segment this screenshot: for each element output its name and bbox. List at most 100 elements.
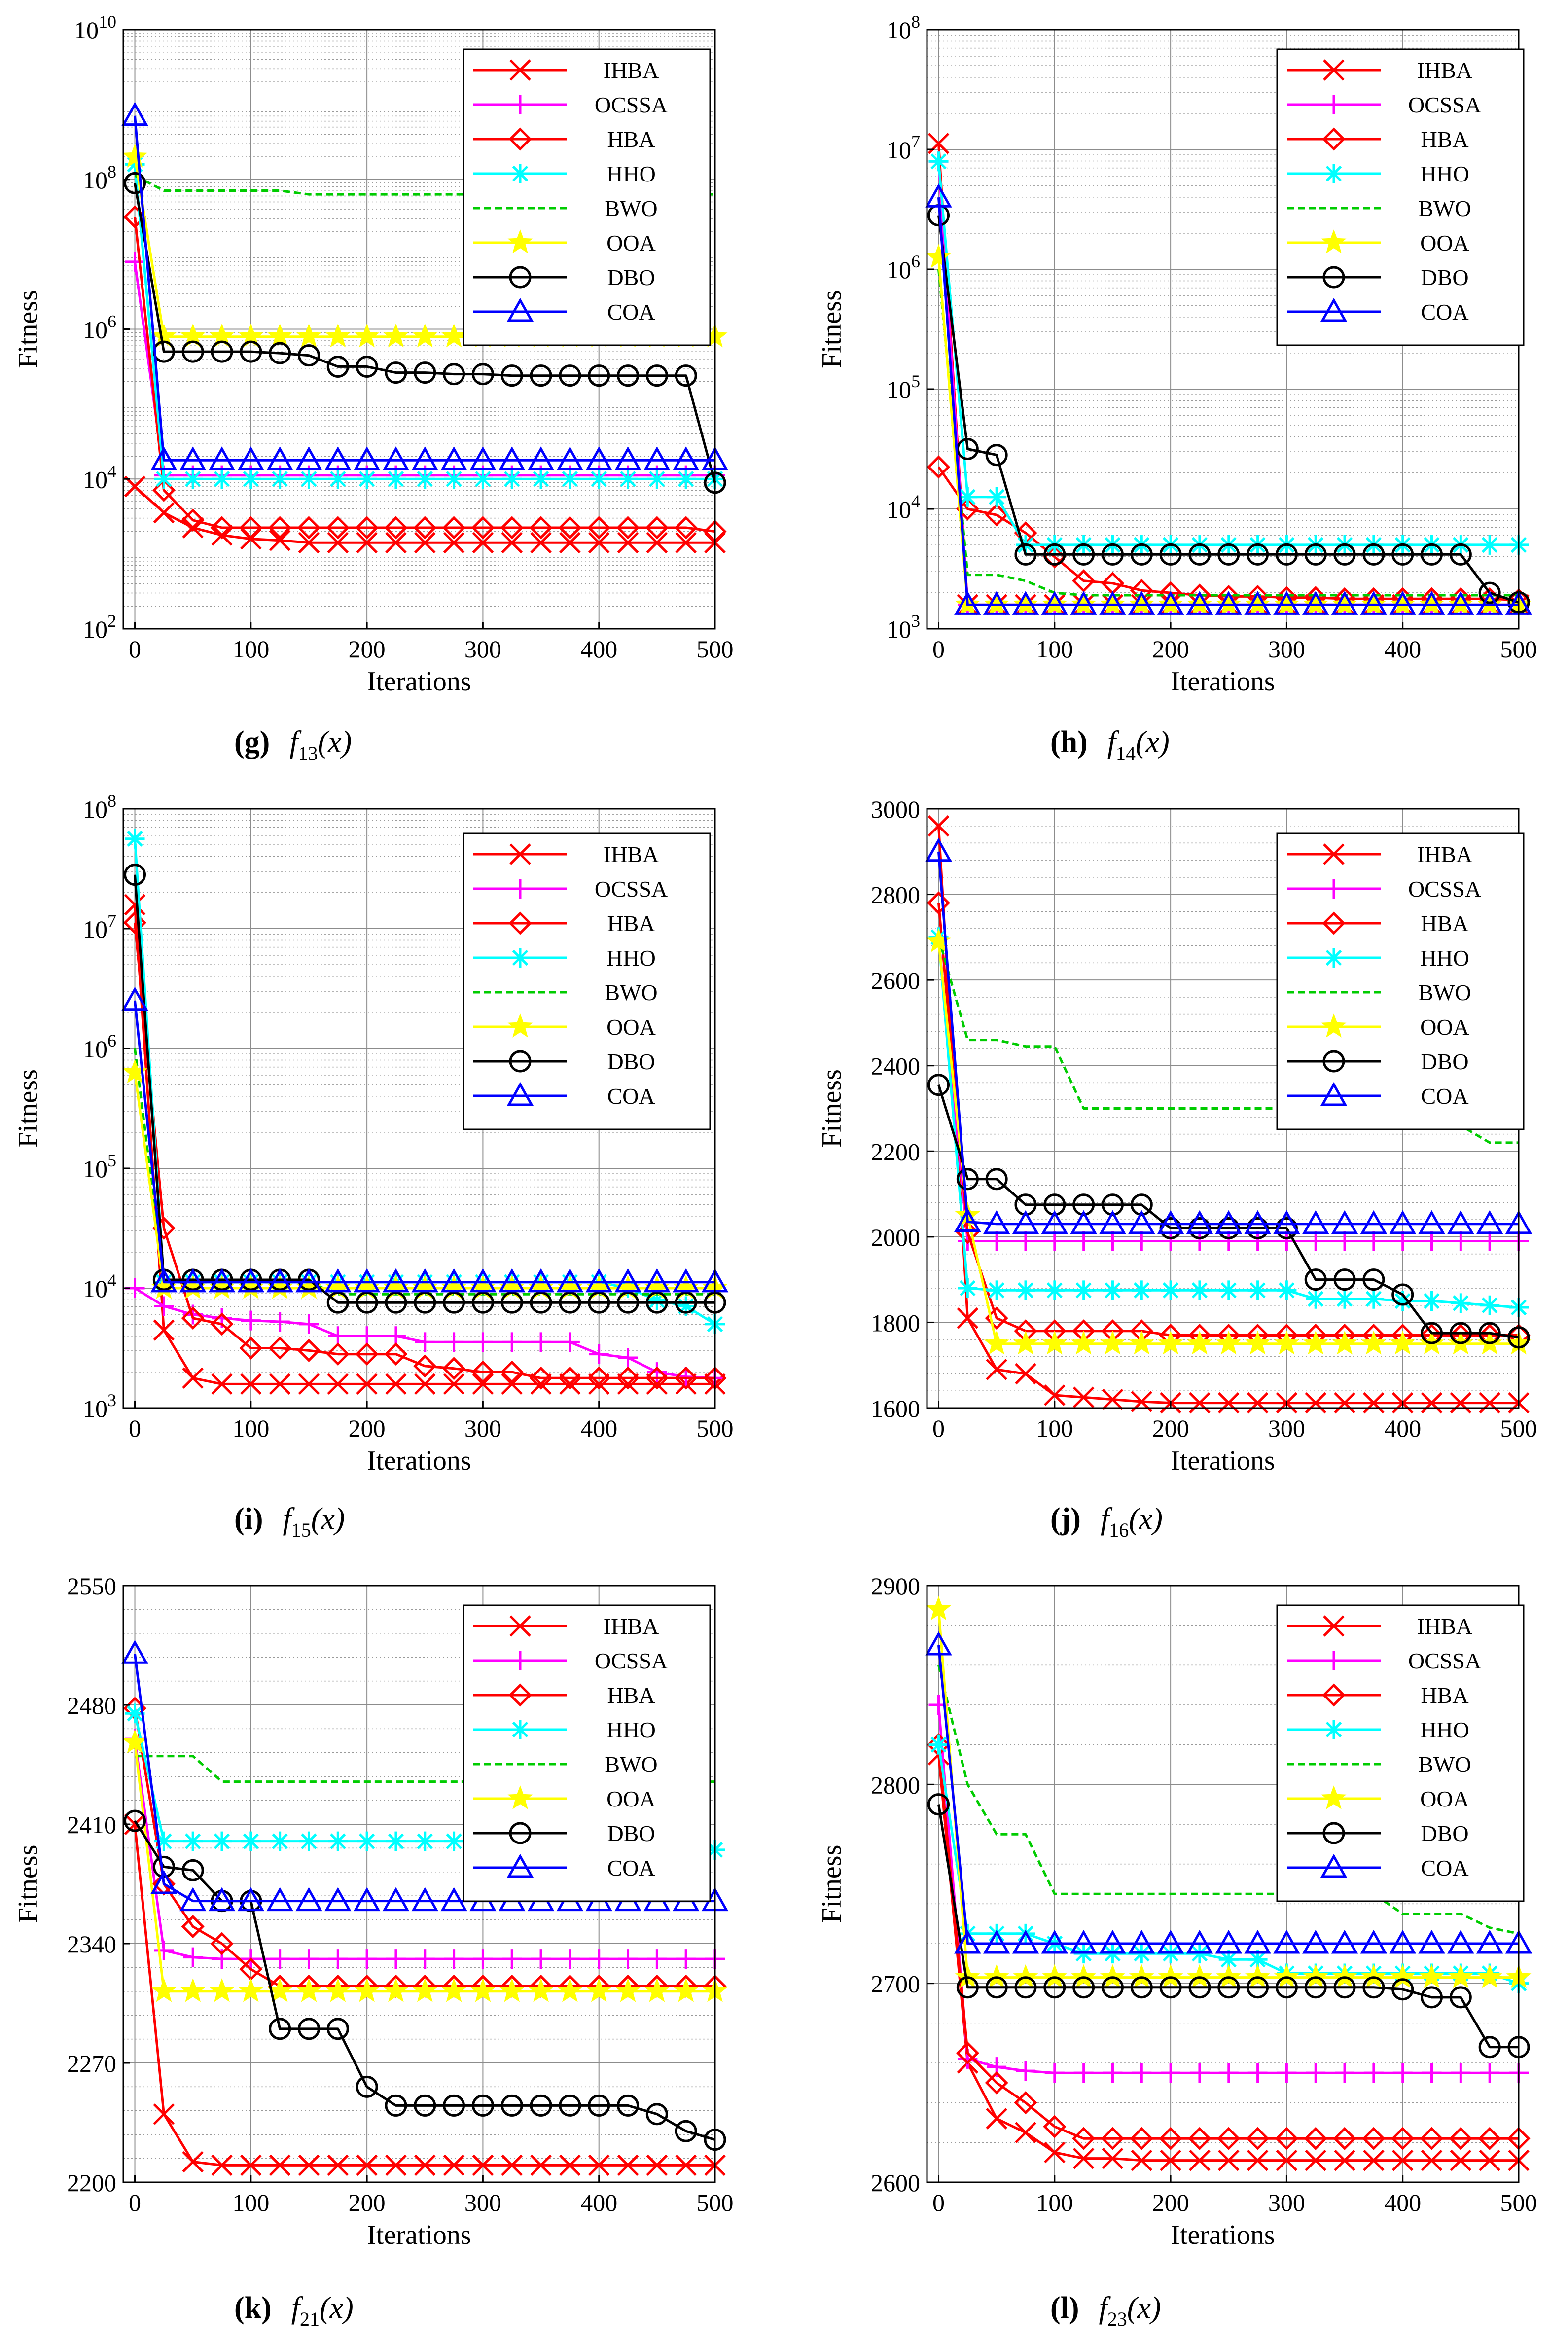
data-point-marker bbox=[1247, 1392, 1269, 1414]
data-point-marker bbox=[1304, 2127, 1327, 2150]
caption-arg: (x) bbox=[320, 2291, 354, 2325]
legend-marker-hba bbox=[508, 1683, 532, 1707]
series-hho bbox=[928, 927, 1529, 1318]
data-point-marker bbox=[121, 986, 148, 1011]
legend-label: OCSSA bbox=[595, 92, 668, 117]
data-point-marker bbox=[983, 591, 1010, 615]
data-point-marker bbox=[1334, 1392, 1355, 1414]
data-point-marker bbox=[1363, 1231, 1384, 1251]
y-axis-label: Fitness bbox=[13, 1845, 43, 1923]
data-point-marker bbox=[1218, 1280, 1239, 1300]
data-point-marker bbox=[1449, 2127, 1472, 2150]
data-point-marker bbox=[268, 1336, 292, 1360]
data-point-marker bbox=[209, 323, 235, 348]
data-point-marker bbox=[153, 2103, 175, 2125]
series-line-coa bbox=[134, 1000, 715, 1284]
series-coa bbox=[121, 102, 729, 470]
legend-box bbox=[463, 48, 711, 346]
data-point-marker bbox=[328, 469, 348, 489]
data-point-marker bbox=[500, 1360, 524, 1384]
data-point-marker bbox=[326, 516, 350, 540]
data-point-marker bbox=[645, 516, 669, 540]
data-point-marker bbox=[1041, 591, 1069, 615]
data-point-marker bbox=[1215, 1929, 1243, 1954]
legend-marker-hho bbox=[510, 1720, 530, 1739]
data-point-marker bbox=[471, 1360, 495, 1384]
data-point-marker bbox=[1277, 1280, 1297, 1300]
data-point-marker bbox=[1099, 591, 1126, 615]
data-point-marker bbox=[328, 1949, 348, 1969]
data-point-marker bbox=[326, 355, 349, 378]
data-point-marker bbox=[983, 1929, 1010, 1954]
legend-label: IHBA bbox=[604, 1614, 659, 1639]
y-tick-exponent: 3 bbox=[911, 611, 920, 631]
data-point-marker bbox=[560, 1332, 580, 1352]
data-point-marker bbox=[1332, 1330, 1357, 1355]
data-point-marker bbox=[212, 1831, 232, 1851]
data-point-marker bbox=[414, 2094, 436, 2117]
data-point-marker bbox=[502, 1949, 522, 1969]
y-tick-exponent: 2 bbox=[107, 611, 116, 631]
legend-label: COA bbox=[1421, 1084, 1468, 1109]
data-point-marker bbox=[1189, 2149, 1211, 2171]
data-point-marker bbox=[154, 1940, 174, 1960]
data-point-marker bbox=[1128, 1929, 1155, 1954]
data-point-marker bbox=[473, 1332, 493, 1352]
legend-label: HBA bbox=[1421, 1683, 1468, 1708]
data-point-marker bbox=[471, 2094, 494, 2117]
series-line-bwo bbox=[937, 937, 1519, 1144]
y-tick-exponent: 10 bbox=[99, 12, 116, 32]
data-point-marker bbox=[1215, 591, 1243, 615]
data-point-marker bbox=[589, 1344, 609, 1364]
data-point-marker bbox=[269, 2154, 291, 2176]
data-point-marker bbox=[1333, 1268, 1356, 1291]
series-ooa bbox=[122, 1729, 728, 2002]
data-point-marker bbox=[1102, 2147, 1124, 2169]
data-point-marker bbox=[1273, 591, 1300, 615]
data-point-marker bbox=[1073, 2063, 1094, 2083]
data-point-marker bbox=[125, 252, 145, 272]
y-tick-label: 2900 bbox=[871, 1572, 920, 1600]
data-point-marker bbox=[925, 1631, 952, 1656]
data-point-marker bbox=[1275, 2127, 1298, 2150]
data-point-marker bbox=[1012, 1210, 1039, 1234]
data-point-marker bbox=[1392, 1231, 1413, 1251]
legend-label: DBO bbox=[1421, 1821, 1468, 1846]
data-point-marker bbox=[585, 1268, 612, 1293]
y-tick-label: 104 bbox=[83, 461, 116, 493]
data-point-marker bbox=[500, 364, 523, 387]
data-point-marker bbox=[1448, 1964, 1473, 1988]
data-point-marker bbox=[441, 323, 467, 348]
data-point-marker bbox=[240, 340, 262, 363]
data-point-marker bbox=[444, 1949, 464, 1969]
caption-letter: (i) bbox=[234, 1502, 263, 1536]
data-point-marker bbox=[325, 1978, 351, 2002]
data-point-marker bbox=[471, 516, 495, 540]
data-point-marker bbox=[357, 1831, 377, 1851]
data-point-marker bbox=[926, 928, 952, 952]
data-point-marker bbox=[1391, 2127, 1415, 2150]
legend: IHBA OCSSA HBA HHO BWO OOA DBO COA bbox=[463, 48, 711, 346]
data-point-marker bbox=[356, 1373, 378, 1395]
data-point-marker bbox=[1103, 1231, 1123, 1251]
legend-marker-ihba bbox=[509, 59, 531, 81]
data-point-marker bbox=[531, 1949, 551, 1969]
data-point-marker bbox=[1100, 1330, 1126, 1355]
legend-marker-coa bbox=[506, 297, 534, 322]
legend-label: OOA bbox=[1420, 230, 1469, 255]
data-point-marker bbox=[1099, 1929, 1126, 1954]
data-point-marker bbox=[643, 1268, 671, 1293]
data-point-marker bbox=[1391, 1283, 1414, 1306]
series-hba bbox=[123, 911, 727, 1390]
data-point-marker bbox=[470, 1978, 496, 2002]
legend-label: DBO bbox=[607, 265, 655, 290]
caption-arg: (x) bbox=[1129, 1502, 1163, 1536]
legend-box bbox=[1276, 832, 1525, 1130]
legend-label: BWO bbox=[605, 196, 657, 221]
data-point-marker bbox=[1275, 1976, 1298, 1999]
y-tick-label: 3000 bbox=[871, 795, 920, 823]
data-point-marker bbox=[1302, 591, 1329, 615]
data-point-marker bbox=[1477, 1964, 1502, 1988]
data-point-marker bbox=[414, 2154, 436, 2176]
caption-letter: (g) bbox=[234, 725, 270, 759]
